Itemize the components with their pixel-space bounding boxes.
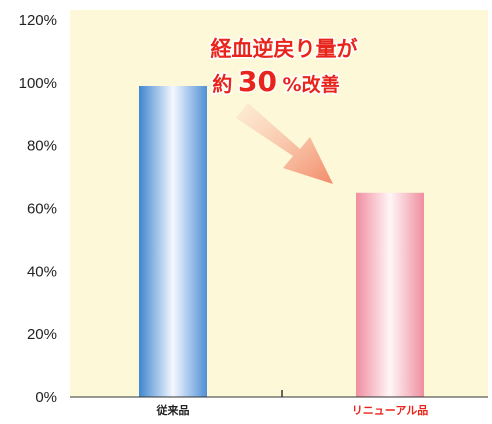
annotation-suffix: %改善 [283,73,340,96]
annotation-number: 30 [238,65,277,98]
annotation-line-2: 約 30 %改善 [212,65,339,98]
plot-background [70,10,488,397]
bars [139,85,424,397]
category-label-renewal: リニューアル品 [352,404,428,417]
y-tick-label: 80% [27,138,57,155]
y-axis-labels: 0% 20% 40% 60% 80% 100% 120% [19,12,57,406]
improvement-arrow [236,103,333,184]
category-label-old: 従来品 [156,403,190,417]
category-labels: 従来品 リニューアル品 [156,403,429,417]
y-tick-label: 60% [27,201,57,218]
bar-old-product [139,85,207,397]
bar-renewal-product [356,192,424,397]
y-tick-label: 100% [19,75,57,92]
annotation-prefix: 約 [212,72,232,96]
annotation-line-1: 経血逆戻り量が [211,37,358,61]
y-tick-label: 20% [27,326,57,343]
y-tick-label: 0% [35,389,57,406]
y-tick-label: 120% [19,12,57,29]
y-tick-label: 40% [27,263,57,280]
